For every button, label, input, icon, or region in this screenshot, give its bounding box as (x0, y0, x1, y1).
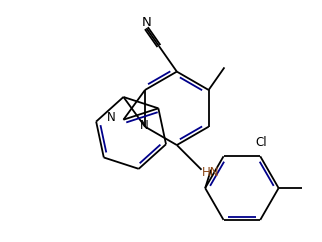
Text: Cl: Cl (255, 136, 267, 149)
Text: N: N (107, 111, 116, 124)
Text: N: N (140, 119, 149, 132)
Text: HN: HN (202, 166, 220, 179)
Text: N: N (142, 16, 152, 29)
